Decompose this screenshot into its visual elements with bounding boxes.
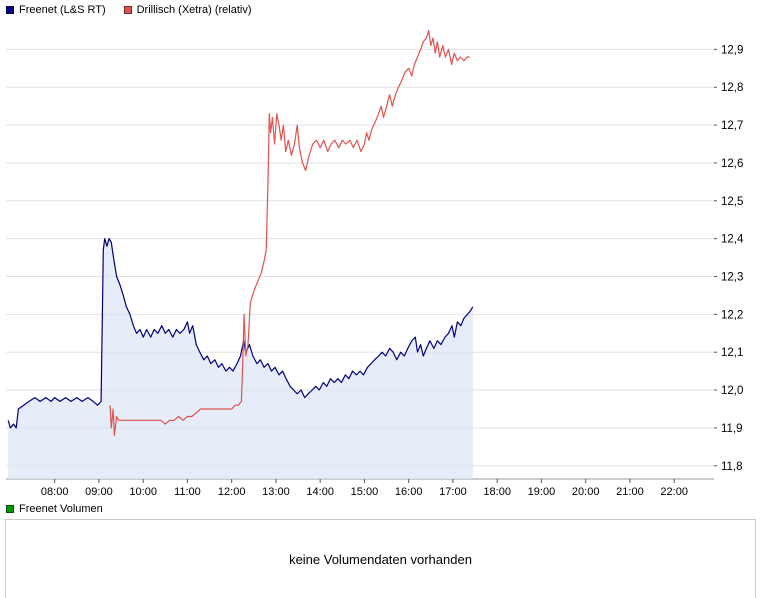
- y-axis-label: 12,2: [721, 309, 743, 321]
- y-axis-label: 12,4: [721, 234, 744, 246]
- y-axis-label: 12,8: [721, 82, 743, 94]
- legend-item-volume: Freenet Volumen: [6, 503, 103, 515]
- x-axis-label: 17:00: [439, 486, 467, 497]
- y-axis-label: 12,3: [721, 271, 743, 283]
- y-axis-label: 12,7: [721, 120, 743, 132]
- legend-item-freenet: Freenet (L&S RT): [6, 4, 106, 16]
- y-axis-label: 11,9: [721, 423, 743, 435]
- x-axis-label: 22:00: [660, 486, 688, 497]
- x-axis-label: 18:00: [483, 486, 511, 497]
- y-axis-label: 12,0: [721, 385, 743, 397]
- y-axis-label: 12,9: [721, 44, 743, 56]
- price-chart: 12,9 12,8 12,7 12,6 12,5 12,4 12,3 12,2 12,1 12,0…: [6, 29, 744, 497]
- y-axis-label: 12,5: [721, 196, 743, 208]
- x-axis-label: 21:00: [616, 486, 644, 497]
- drillisch-series-label: Drillisch (Xetra) (relativ): [136, 4, 252, 16]
- x-axis-label: 08:00: [41, 486, 69, 497]
- freenet-series-swatch-icon: [6, 6, 14, 14]
- series-line-1: [109, 29, 470, 437]
- x-axis-label: 13:00: [262, 486, 290, 497]
- y-axis-label: 12,1: [721, 347, 743, 359]
- price-legend: Freenet (L&S RT) Drillisch (Xetra) (rela…: [0, 0, 760, 17]
- x-axis-label: 16:00: [395, 486, 423, 497]
- volume-series-swatch-icon: [6, 505, 14, 513]
- x-axis-label: 14:00: [306, 486, 334, 497]
- drillisch-series-swatch-icon: [123, 6, 132, 14]
- x-axis-label: 09:00: [85, 486, 113, 497]
- legend-item-drillisch: Drillisch (Xetra) (relativ): [123, 4, 252, 16]
- volume-series-label: Freenet Volumen: [19, 503, 103, 515]
- y-axis-label: 11,8: [721, 461, 743, 473]
- x-axis-label: 11:00: [174, 486, 201, 497]
- freenet-series-label: Freenet (L&S RT): [19, 4, 106, 16]
- x-axis-label: 20:00: [572, 486, 600, 497]
- volume-empty-message: keine Volumendaten vorhanden: [289, 551, 472, 567]
- volume-panel: keine Volumendaten vorhanden: [5, 519, 756, 598]
- y-axis-label: 12,6: [721, 158, 743, 170]
- x-axis-label: 12:00: [218, 486, 246, 497]
- x-axis-label: 15:00: [351, 486, 379, 497]
- series-area-0: [8, 238, 473, 479]
- volume-legend: Freenet Volumen: [0, 499, 760, 516]
- x-axis-label: 19:00: [528, 486, 556, 497]
- x-axis-label: 10:00: [129, 486, 157, 497]
